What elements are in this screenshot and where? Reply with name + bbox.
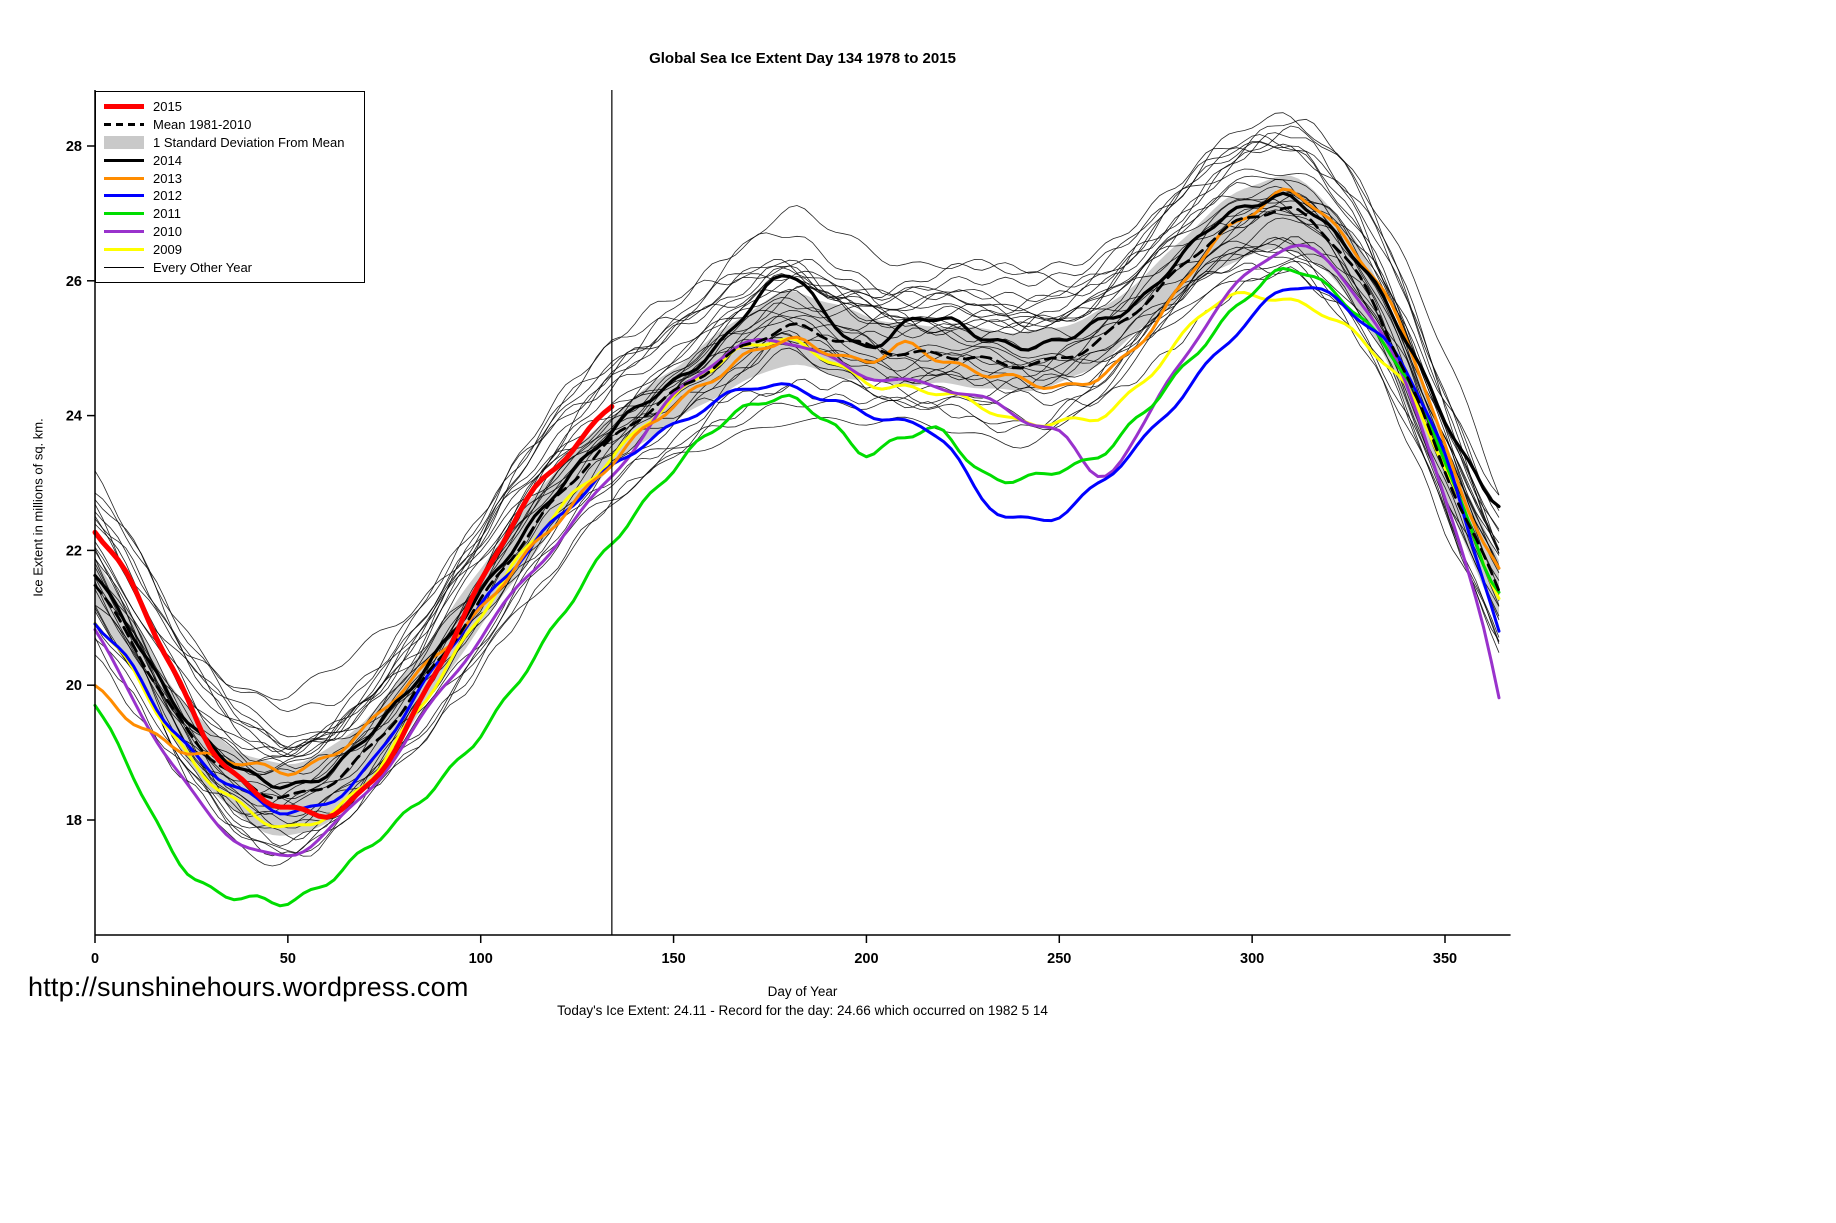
legend-label: Mean 1981-2010 [153, 117, 252, 133]
legend-label: 2009 [153, 241, 182, 257]
y-axis-label: Ice Extent in millions of sq. km. [30, 418, 46, 597]
legend-swatch-line-icon [104, 104, 144, 110]
legend-item-every-other-year: Every Other Year [104, 258, 356, 276]
legend-label: Every Other Year [153, 259, 252, 275]
legend-label: 2013 [153, 170, 182, 186]
y-tick-label: 28 [66, 139, 82, 155]
x-tick-label: 50 [280, 951, 296, 967]
background-year-line-1987 [94, 194, 1500, 776]
y-tick-label: 18 [66, 813, 82, 829]
y-tick-label: 20 [66, 678, 82, 694]
legend-swatch-line-icon [104, 229, 144, 233]
legend-label: 2015 [153, 99, 182, 115]
legend-swatch-line-icon [104, 176, 144, 180]
legend-swatch-line-icon [104, 212, 144, 216]
legend-label: 1 Standard Deviation From Mean [153, 134, 345, 150]
x-tick-label: 200 [854, 951, 878, 967]
legend-swatch-line-icon [104, 194, 144, 198]
background-year-line-1989 [94, 175, 1500, 748]
background-year-line-1984 [94, 168, 1500, 738]
series-2009 [93, 291, 1501, 829]
y-tick-label: 22 [66, 543, 82, 559]
legend-swatch-band-icon [104, 135, 144, 149]
legend-swatch-line-icon [104, 158, 144, 162]
background-year-line-1981 [94, 125, 1500, 713]
background-year-line-2006 [94, 260, 1500, 854]
background-year-line-1995 [94, 211, 1500, 809]
legend-swatch-line-icon [104, 247, 144, 251]
y-tick-label: 26 [66, 274, 82, 290]
legend-item-2014: 2014 [104, 151, 356, 169]
legend-item-2012: 2012 [104, 187, 356, 205]
legend-item-2009: 2009 [104, 240, 356, 258]
background-year-line-1980 [94, 118, 1500, 750]
x-tick-label: 350 [1433, 951, 1457, 967]
background-year-line-1978 [94, 112, 1500, 701]
x-tick-label: 300 [1240, 951, 1264, 967]
legend-swatch-dash-icon [104, 123, 144, 127]
footer-note: Today's Ice Extent: 24.11 - Record for t… [557, 1003, 1048, 1018]
legend-item-2013: 2013 [104, 169, 356, 187]
y-tick-label: 24 [66, 409, 82, 425]
x-tick-label: 250 [1047, 951, 1071, 967]
legend-swatch-line-icon [104, 266, 144, 268]
series-2014 [93, 191, 1501, 790]
background-year-line-1985 [94, 132, 1500, 758]
background-year-line-1994 [94, 185, 1500, 816]
legend-label: 2010 [153, 223, 182, 239]
legend-item-mean-1981-2010: Mean 1981-2010 [104, 116, 356, 134]
legend-label: 2012 [153, 188, 182, 204]
footer-url: http://sunshinehours.wordpress.com [28, 972, 469, 1002]
x-tick-label: 0 [91, 951, 99, 967]
series-2015 [92, 404, 615, 820]
x-tick-label: 150 [661, 951, 685, 967]
series-2012 [93, 286, 1501, 816]
series-2011 [93, 266, 1501, 908]
chart-title: Global Sea Ice Extent Day 134 1978 to 20… [649, 50, 956, 67]
x-tick-label: 100 [469, 951, 493, 967]
x-axis-label: Day of Year [767, 984, 838, 999]
legend: 2015 Mean 1981-2010 1 Standard Deviation F… [95, 91, 365, 283]
legend-label: 2014 [153, 152, 182, 168]
legend-item-2015: 2015 [104, 98, 356, 116]
legend-item-2010: 2010 [104, 223, 356, 241]
background-year-line-1983 [94, 140, 1500, 773]
background-year-line-2008 [94, 246, 1500, 817]
series-mean-1981-2010 [93, 205, 1501, 800]
legend-item-2011: 2011 [104, 205, 356, 223]
background-year-line-1997 [94, 205, 1500, 807]
legend-label: 2011 [153, 206, 181, 222]
series-2010 [93, 243, 1501, 858]
legend-item-1-standard-deviation-from-mean: 1 Standard Deviation From Mean [104, 134, 356, 152]
background-year-line-1991 [94, 191, 1500, 810]
background-year-line-2007 [94, 243, 1500, 829]
